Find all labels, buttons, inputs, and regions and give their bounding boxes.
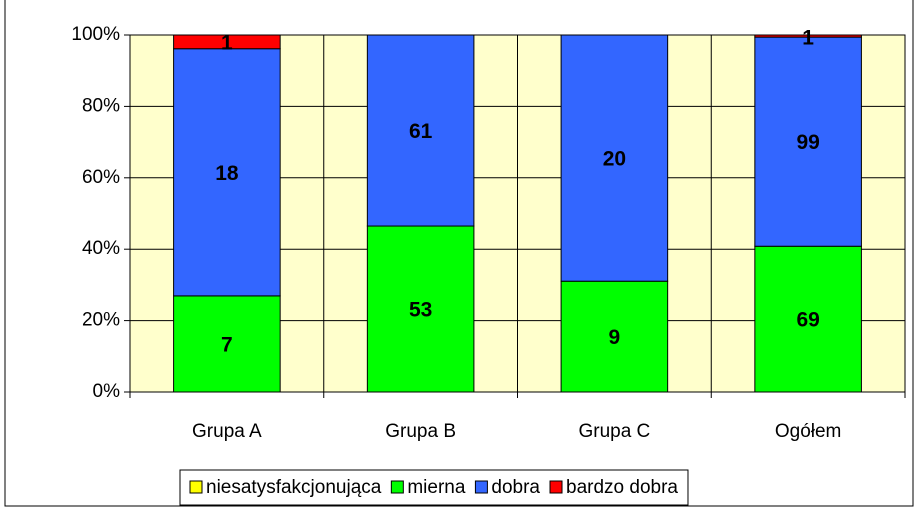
legend-label: niesatysfakcjonująca	[206, 477, 382, 498]
bar-segment	[560, 34, 669, 282]
legend-label: dobra	[491, 477, 540, 498]
legend-box	[179, 469, 689, 506]
x-tick-label: Grupa A	[192, 421, 262, 442]
data-label: 9	[609, 326, 621, 349]
y-tick-label: 40%	[82, 238, 120, 259]
y-tick-label: 80%	[82, 95, 120, 116]
y-tick-label: 60%	[82, 167, 120, 188]
y-tick-label: 100%	[71, 24, 120, 45]
data-label: 53	[409, 299, 432, 322]
bar-segment	[173, 34, 281, 50]
bar-segment	[173, 48, 281, 297]
bar-segment	[754, 36, 862, 247]
y-tick-label: 20%	[82, 310, 120, 331]
legend-swatch	[549, 480, 563, 494]
legend-label: mierna	[407, 477, 466, 498]
y-tick-label: 0%	[93, 381, 121, 402]
data-label: 69	[796, 309, 819, 332]
data-label: 20	[603, 148, 626, 171]
data-label: 7	[221, 333, 233, 356]
bar-segment	[754, 34, 862, 38]
data-label: 1	[221, 31, 233, 54]
data-label: 99	[796, 131, 819, 154]
x-tick-label: Grupa B	[385, 421, 456, 442]
data-label: 61	[409, 120, 433, 143]
legend-swatch	[474, 480, 488, 494]
bar-segment	[366, 34, 475, 227]
legend-swatch	[189, 480, 203, 494]
bar-segment	[173, 295, 281, 393]
data-label: 18	[215, 162, 239, 185]
x-tick-label: Grupa C	[578, 421, 650, 442]
bar-segment	[754, 245, 862, 393]
bar-segment	[560, 280, 669, 393]
legend-label: bardzo dobra	[566, 477, 678, 498]
data-label: 1	[802, 27, 814, 50]
x-tick-label: Ogółem	[775, 421, 842, 442]
bar-segment	[366, 225, 475, 393]
legend-swatch	[390, 480, 404, 494]
plot-border	[129, 34, 906, 393]
